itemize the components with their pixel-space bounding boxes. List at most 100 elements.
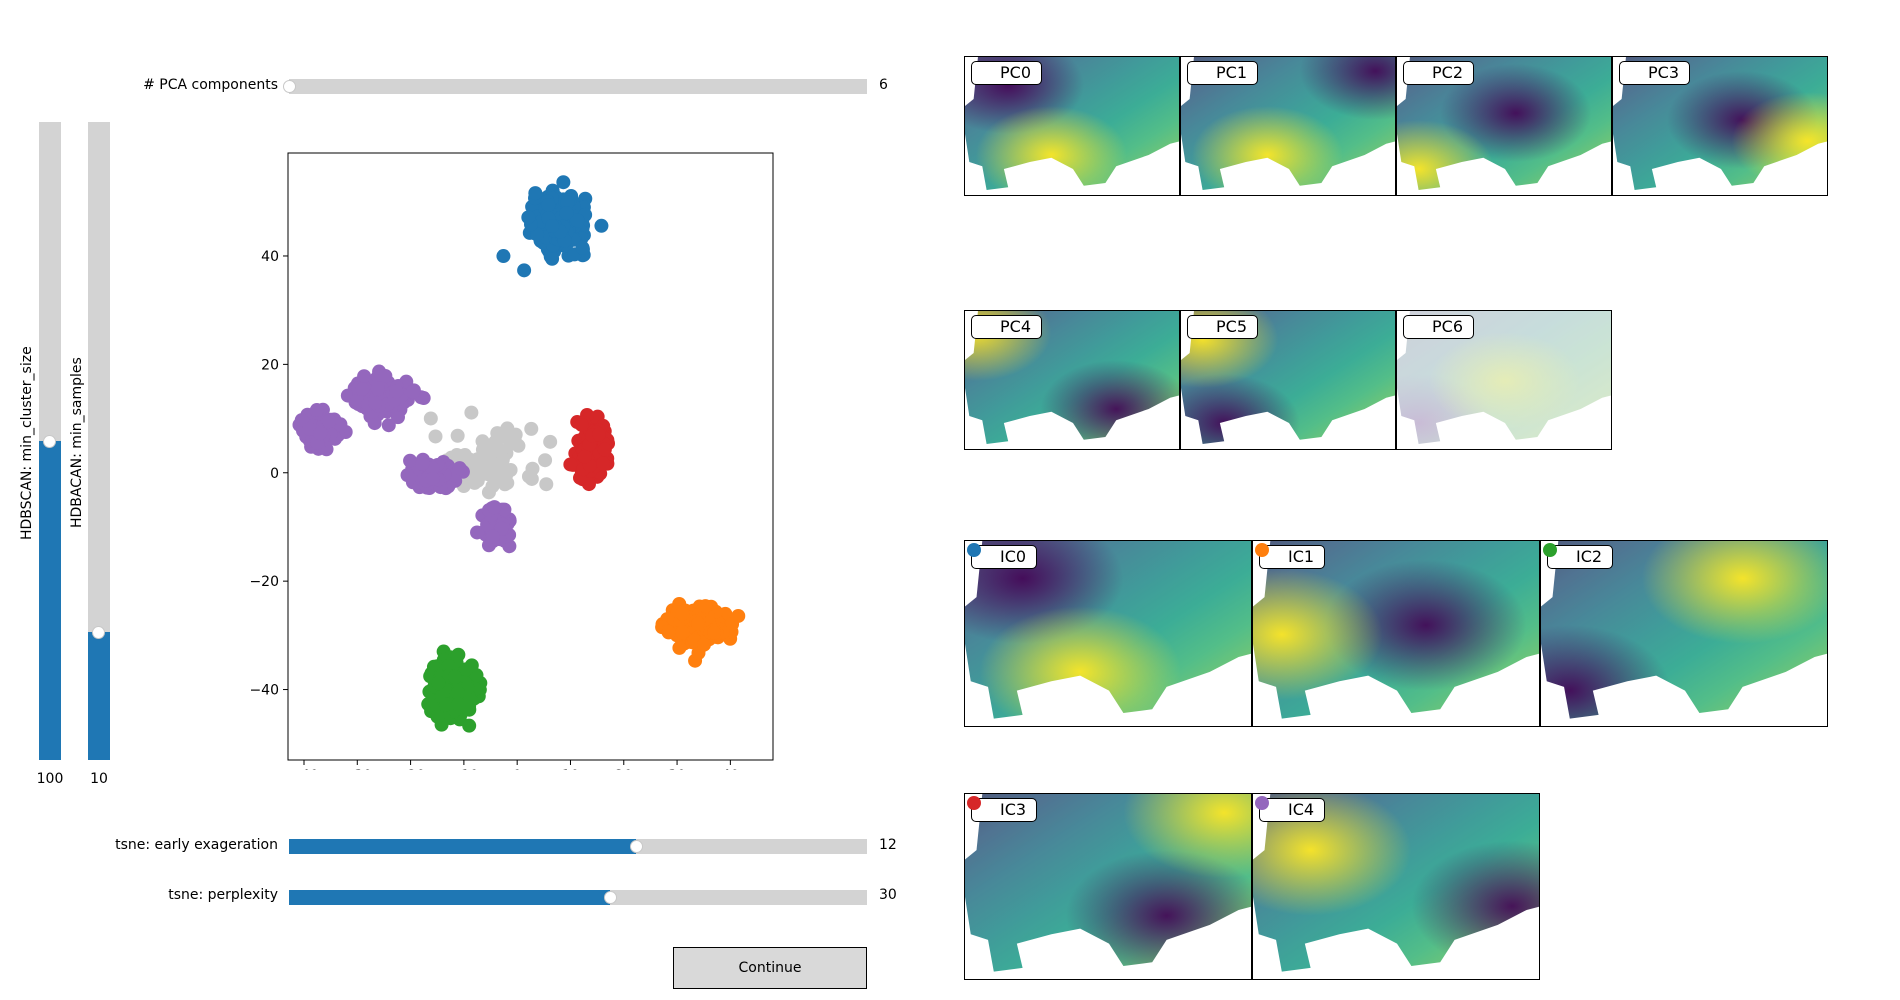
heatmap-image	[1253, 794, 1539, 979]
component-map-pc6: PC6	[1396, 310, 1612, 450]
min-cluster-size-track[interactable]	[39, 122, 61, 760]
perplexity-fill	[289, 890, 610, 905]
component-map-ic3: IC3	[964, 793, 1252, 980]
scatter-point	[355, 382, 370, 397]
min-samples-track[interactable]	[88, 122, 110, 760]
min-samples-handle[interactable]	[92, 626, 105, 640]
heatmap-image	[965, 311, 1179, 449]
scatter-point	[528, 186, 543, 201]
scatter-point	[707, 625, 722, 640]
min-cluster-size-handle[interactable]	[43, 435, 56, 448]
early-exaggeration-handle[interactable]	[629, 840, 643, 853]
early-exaggeration-fill	[289, 839, 636, 854]
continue-button[interactable]: Continue	[673, 947, 867, 989]
scatter-point	[511, 438, 526, 453]
tsne-scatter-plot: −40 −30 −20 −10 0 10 20 30 40 −40 −20 0 20 40	[249, 152, 774, 770]
component-label: IC1	[1259, 545, 1326, 569]
plot-frame	[287, 152, 774, 761]
component-map-pc5: PC5	[1180, 310, 1396, 450]
scatter-point	[431, 676, 446, 691]
pca-components-handle[interactable]	[283, 80, 296, 93]
min-cluster-size-label: HDBSCAN: min_cluster_size	[19, 346, 35, 540]
scatter-point	[731, 608, 746, 623]
x-tick-label: 0	[513, 768, 522, 770]
scatter-point	[543, 434, 558, 449]
scatter-point	[487, 500, 502, 515]
y-tick-label: −20	[249, 574, 279, 590]
scatter-point	[496, 249, 511, 264]
scatter-point	[556, 175, 571, 190]
x-tick-label: 10	[562, 768, 580, 770]
scatter-point	[500, 475, 515, 490]
scatter-point	[415, 456, 430, 471]
component-label: IC4	[1259, 798, 1326, 822]
heatmap-image	[965, 794, 1251, 979]
scatter-point	[503, 462, 518, 477]
heatmap-image	[1397, 311, 1611, 449]
scatter-point	[530, 227, 545, 242]
component-label: PC5	[1187, 315, 1258, 339]
scatter-point	[489, 466, 504, 481]
scatter-point	[309, 403, 324, 418]
component-label: PC2	[1403, 61, 1474, 85]
scatter-point	[403, 453, 418, 468]
pca-components-track[interactable]	[283, 79, 867, 94]
scatter-point	[464, 405, 479, 420]
component-label: PC6	[1403, 315, 1474, 339]
component-map-pc0: PC0	[964, 56, 1180, 196]
component-label: IC2	[1547, 545, 1614, 569]
scatter-point	[675, 625, 690, 640]
scatter-point	[517, 263, 532, 278]
x-tick-label: −30	[343, 768, 373, 770]
scatter-point	[452, 461, 467, 476]
scatter-point	[451, 697, 466, 712]
x-tick-label: 20	[615, 768, 633, 770]
scatter-point	[539, 477, 554, 492]
pca-components-label: # PCA components	[143, 77, 278, 93]
y-tick-label: 0	[270, 466, 279, 482]
scatter-point	[367, 416, 382, 431]
perplexity-handle[interactable]	[603, 891, 617, 904]
scatter-point	[574, 417, 589, 432]
min-cluster-size-fill	[39, 441, 61, 760]
scatter-point	[570, 213, 585, 228]
scatter-point	[439, 697, 454, 712]
heatmap-image	[1541, 541, 1827, 726]
scatter-point	[368, 395, 383, 410]
scatter-point	[672, 640, 687, 655]
scatter-point	[596, 456, 611, 471]
scatter-point	[591, 427, 606, 442]
component-map-ic0: IC0	[964, 540, 1252, 727]
scatter-point	[521, 210, 536, 225]
component-map-pc3: PC3	[1612, 56, 1828, 196]
scatter-point	[490, 426, 505, 441]
scatter-point	[524, 471, 539, 486]
scatter-point	[405, 384, 420, 399]
min-samples-value: 10	[90, 771, 108, 787]
scatter-point	[430, 709, 445, 724]
x-tick-label: 40	[721, 768, 739, 770]
cluster-color-dot	[1255, 796, 1269, 810]
early-exaggeration-track[interactable]	[289, 839, 867, 854]
scatter-point	[451, 686, 466, 701]
scatter-point	[575, 240, 590, 255]
scatter-point	[484, 455, 499, 470]
y-tick-label: 20	[261, 357, 279, 373]
scatter-point	[538, 453, 553, 468]
x-tick-label: 30	[668, 768, 686, 770]
scatter-point	[458, 662, 473, 677]
scatter-point	[450, 428, 465, 443]
y-tick-label: 40	[261, 249, 279, 265]
scatter-point	[560, 195, 575, 210]
scatter-point	[661, 625, 676, 640]
perplexity-track[interactable]	[289, 890, 867, 905]
component-map-ic2: IC2	[1540, 540, 1828, 727]
scatter-point	[698, 599, 713, 614]
scatter-point	[357, 369, 372, 384]
scatter-point	[425, 471, 440, 486]
scatter-point	[559, 206, 574, 221]
min-cluster-size-value: 100	[36, 771, 64, 787]
perplexity-value: 30	[879, 887, 897, 903]
scatter-point	[451, 647, 466, 662]
cluster-color-dot	[967, 543, 981, 557]
